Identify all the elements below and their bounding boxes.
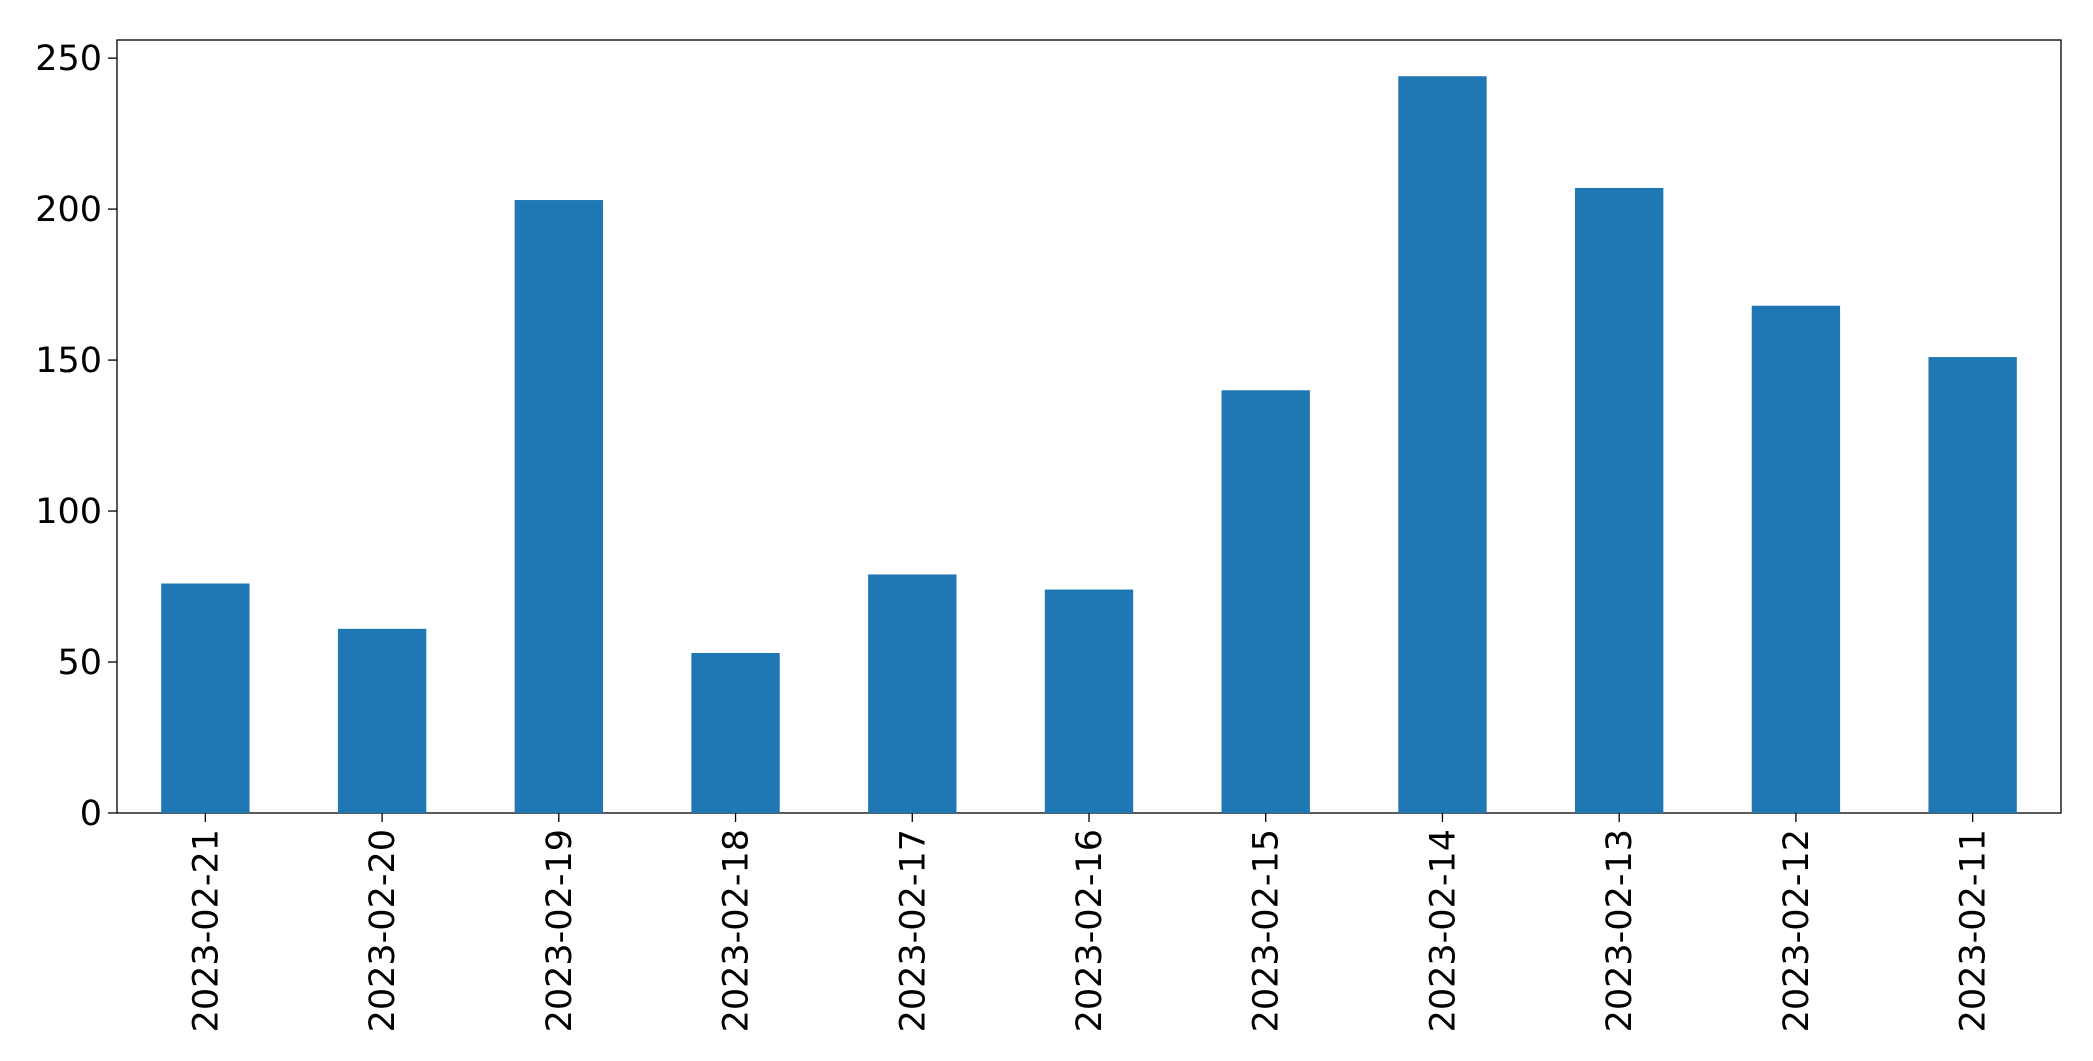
bar: [514, 200, 603, 813]
bar: [1221, 390, 1310, 813]
x-tick-label: 2023-02-13: [1600, 829, 1640, 1032]
x-tick-label: 2023-02-20: [363, 829, 403, 1032]
bar: [1575, 187, 1664, 813]
bar: [337, 628, 427, 813]
x-tick-label: 2023-02-21: [186, 829, 226, 1032]
bar: [691, 652, 780, 813]
bar: [1928, 357, 2017, 813]
x-tick-label: 2023-02-17: [893, 829, 933, 1032]
x-tick-label: 2023-02-12: [1777, 829, 1817, 1032]
x-tick-label: 2023-02-18: [717, 829, 757, 1032]
x-tick-label: 2023-02-14: [1423, 829, 1463, 1032]
y-tick-label: 150: [35, 341, 102, 381]
x-tick-label: 2023-02-19: [540, 829, 580, 1032]
y-tick-label: 200: [35, 190, 102, 230]
x-tick-label: 2023-02-16: [1070, 829, 1110, 1032]
x-tick-label: 2023-02-15: [1247, 829, 1287, 1032]
y-tick-label: 100: [35, 492, 102, 532]
y-tick-label: 0: [80, 794, 102, 834]
bar: [161, 583, 250, 813]
bar: [1751, 305, 1841, 813]
bar: [1044, 589, 1134, 813]
bar: [1398, 76, 1487, 813]
y-tick-label: 250: [35, 39, 102, 79]
y-tick-label: 50: [57, 643, 102, 683]
bar: [868, 574, 957, 813]
x-tick-label: 2023-02-11: [1954, 829, 1994, 1032]
